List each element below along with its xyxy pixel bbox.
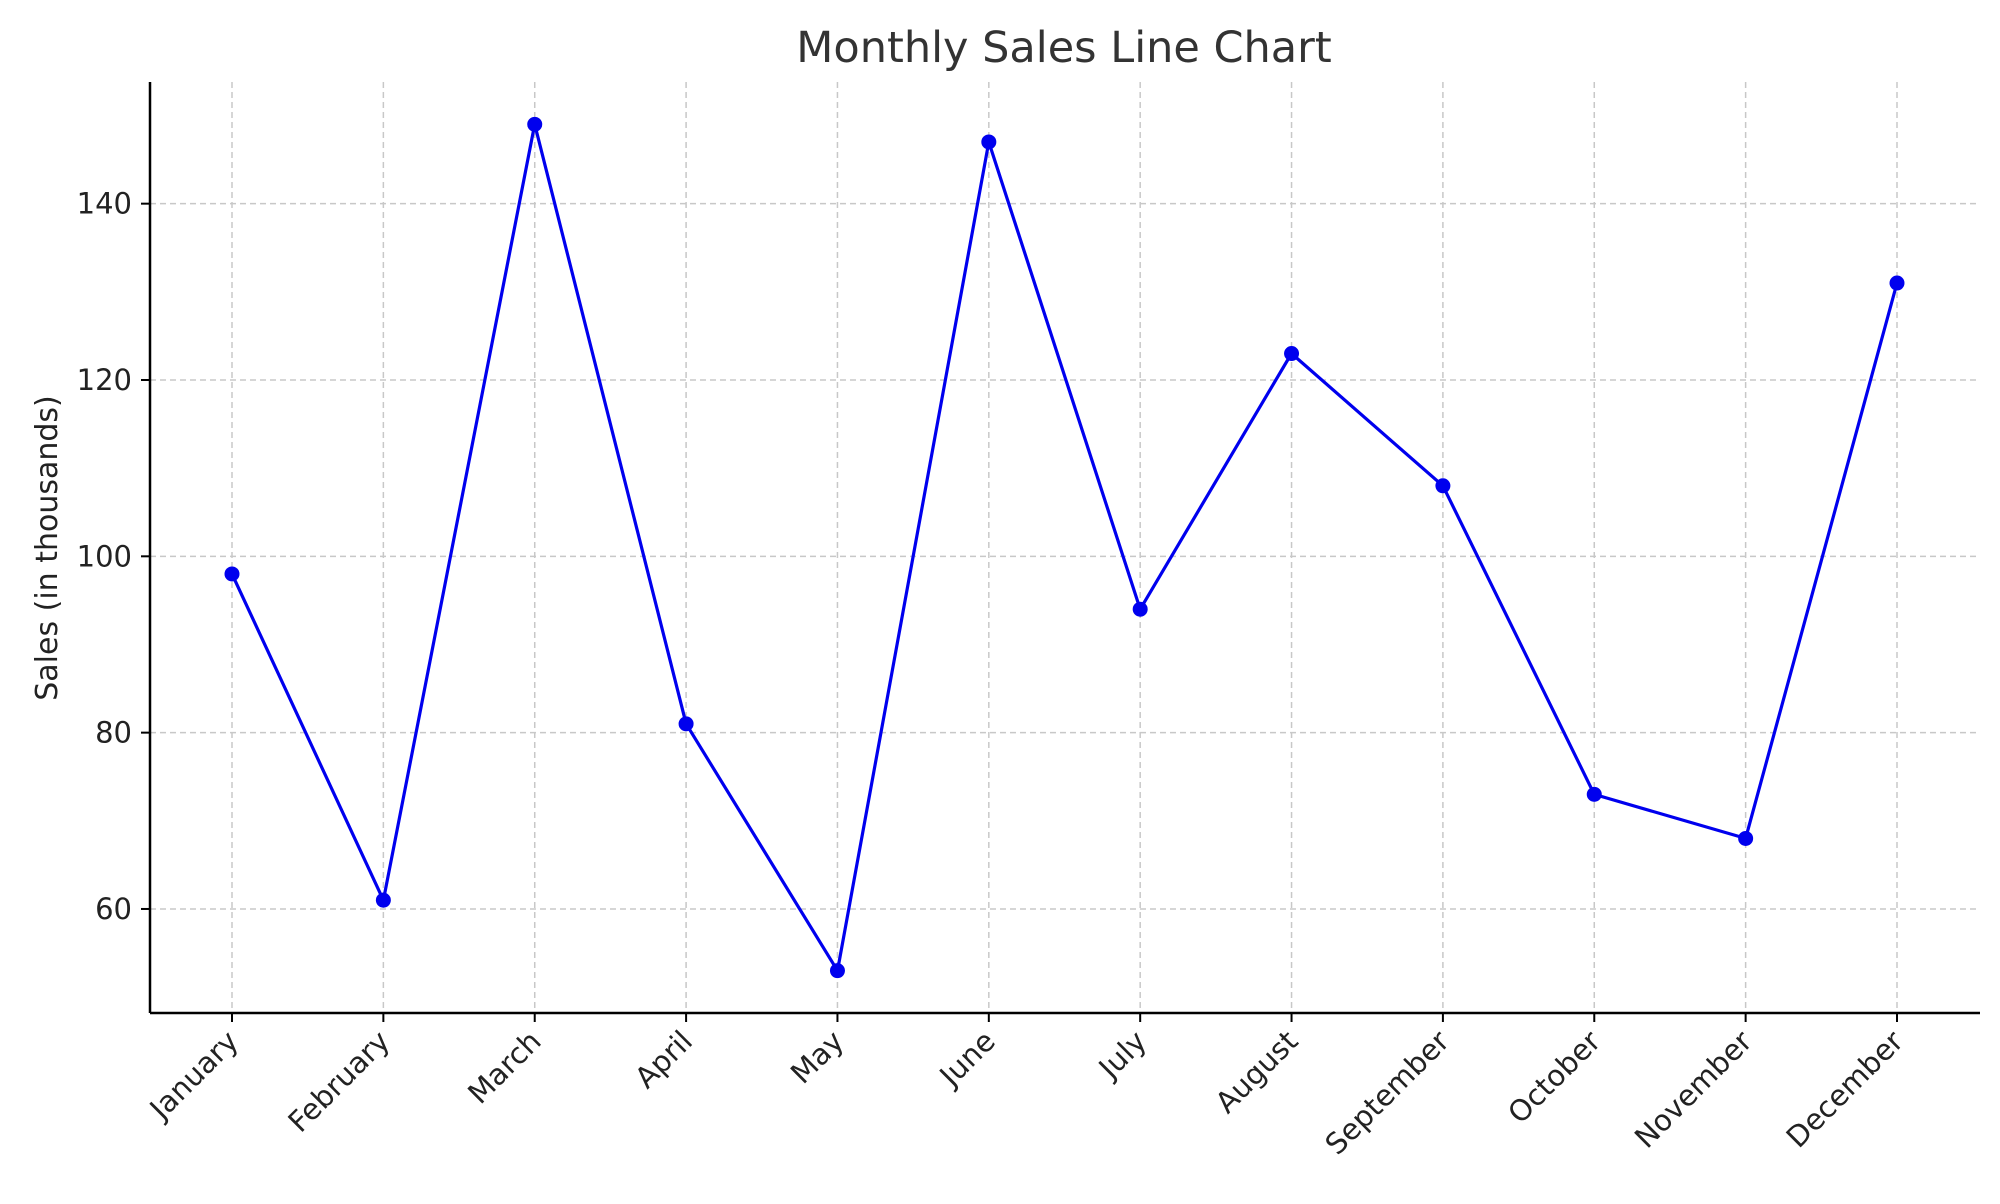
data-point-september [1435, 478, 1451, 494]
data-point-october [1586, 786, 1602, 802]
x-tick-label: January [142, 1024, 245, 1127]
y-tick-label: 140 [77, 187, 132, 221]
x-tick-label: November [1628, 1024, 1759, 1155]
x-tick-label: June [932, 1024, 1002, 1094]
data-point-november [1738, 830, 1754, 846]
x-tick-label: October [1501, 1024, 1607, 1130]
x-tick-label: February [281, 1024, 396, 1139]
x-tick-label: September [1318, 1024, 1455, 1161]
data-point-february [375, 892, 391, 908]
y-axis-label: Sales (in thousands) [30, 395, 65, 701]
y-tick-label: 120 [77, 363, 132, 397]
x-tick-label: July [1091, 1024, 1153, 1086]
data-point-august [1284, 346, 1300, 362]
y-tick-label: 100 [77, 539, 132, 573]
data-point-july [1132, 601, 1148, 617]
series-sales [224, 116, 1905, 979]
y-tick-label: 60 [95, 892, 132, 926]
x-axis-ticks: January February March April May June July Augu… [142, 1013, 1910, 1161]
data-point-april [678, 716, 694, 732]
chart-title: Monthly Sales Line Chart [796, 23, 1331, 73]
x-tick-label: March [461, 1024, 548, 1111]
data-point-march [527, 116, 543, 132]
x-tick-label: May [784, 1024, 850, 1090]
y-axis-ticks: 60 80 100 120 140 [77, 187, 150, 926]
series-line [230, 122, 1899, 973]
y-tick-label: 80 [95, 716, 132, 750]
data-point-january [224, 566, 240, 582]
x-tick-label: April [628, 1024, 699, 1095]
grid [150, 82, 1980, 1013]
data-point-december [1889, 275, 1905, 291]
data-point-june [981, 134, 997, 150]
x-tick-label: December [1780, 1024, 1910, 1154]
x-tick-label: August [1209, 1024, 1305, 1120]
axes [148, 82, 1980, 1015]
data-point-may [829, 963, 845, 979]
